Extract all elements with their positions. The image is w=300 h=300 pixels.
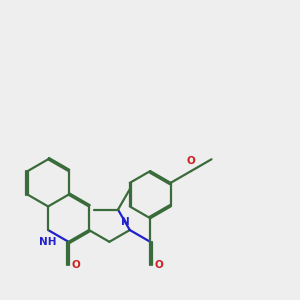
Text: N: N [121,217,130,227]
Text: O: O [154,260,163,270]
Text: O: O [187,155,195,166]
Text: NH: NH [39,237,57,247]
Text: O: O [71,260,80,270]
